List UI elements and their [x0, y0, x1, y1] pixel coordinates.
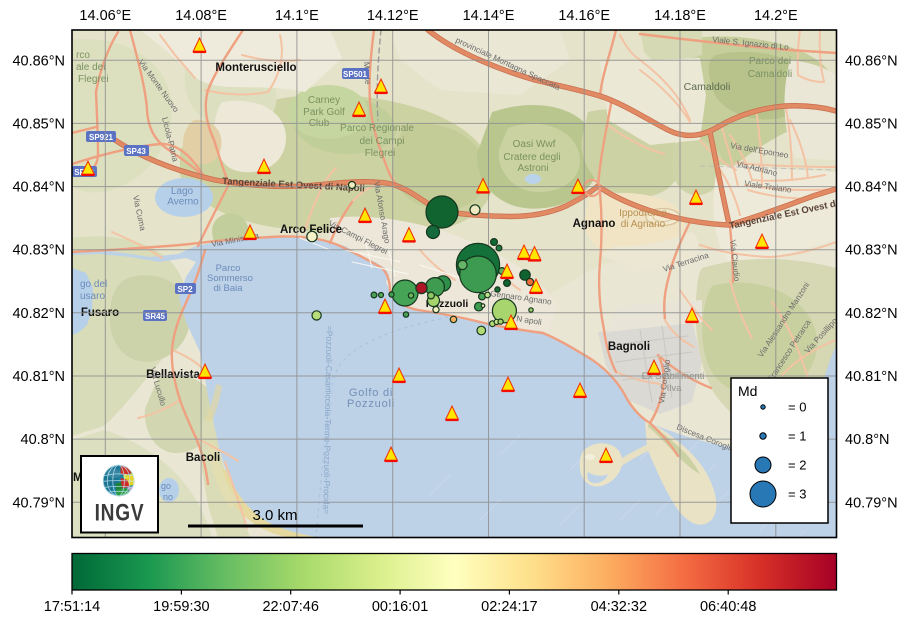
- svg-text:14.14°E: 14.14°E: [463, 8, 515, 24]
- svg-text:Ippodromo: Ippodromo: [619, 208, 667, 219]
- svg-text:M: M: [73, 472, 83, 484]
- svg-text:Bagnoli: Bagnoli: [608, 341, 650, 353]
- svg-text:Pozzuoli: Pozzuoli: [347, 398, 395, 410]
- svg-text:14.12°E: 14.12°E: [367, 8, 419, 24]
- svg-text:3.0 km: 3.0 km: [252, 507, 297, 524]
- svg-text:14.06°E: 14.06°E: [79, 8, 131, 24]
- svg-text:Ilva: Ilva: [667, 383, 683, 394]
- svg-text:Parco dei: Parco dei: [749, 56, 791, 67]
- svg-text:40.85°N: 40.85°N: [845, 116, 898, 132]
- svg-text:= 1: = 1: [788, 429, 806, 444]
- svg-text:02:24:17: 02:24:17: [481, 599, 537, 615]
- svg-text:40.79°N: 40.79°N: [12, 495, 65, 511]
- svg-text:= 0: = 0: [788, 400, 806, 415]
- svg-text:Flegrei: Flegrei: [78, 74, 109, 85]
- svg-text:no: no: [163, 492, 173, 502]
- svg-text:Oasi Wwf: Oasi Wwf: [513, 139, 556, 150]
- svg-text:usaro: usaro: [80, 291, 105, 302]
- svg-text:go del: go del: [80, 279, 107, 290]
- svg-text:40.84°N: 40.84°N: [845, 180, 898, 196]
- svg-text:14.2°E: 14.2°E: [754, 8, 798, 24]
- svg-text:40.8°N: 40.8°N: [21, 432, 66, 448]
- svg-text:17:51:14: 17:51:14: [44, 599, 100, 615]
- svg-text:00:16:01: 00:16:01: [372, 599, 428, 615]
- svg-text:Golfo di: Golfo di: [349, 387, 393, 399]
- svg-text:Camaldoli: Camaldoli: [748, 69, 792, 80]
- svg-text:40.83°N: 40.83°N: [12, 243, 65, 259]
- svg-text:Astroni: Astroni: [517, 163, 548, 174]
- svg-text:40.79°N: 40.79°N: [845, 495, 898, 511]
- svg-text:19:59:30: 19:59:30: [153, 599, 209, 615]
- svg-text:Flegrei: Flegrei: [365, 148, 396, 159]
- svg-text:06:40:48: 06:40:48: [700, 599, 756, 615]
- svg-text:14.18°E: 14.18°E: [654, 8, 706, 24]
- svg-text:di Agnano: di Agnano: [621, 219, 666, 230]
- svg-text:14.08°E: 14.08°E: [175, 8, 227, 24]
- svg-text:Agnano: Agnano: [573, 218, 616, 230]
- svg-text:SR45: SR45: [145, 312, 166, 321]
- svg-text:Bellavista: Bellavista: [146, 369, 200, 381]
- svg-text:40.83°N: 40.83°N: [845, 243, 898, 259]
- svg-text:Arco Felice: Arco Felice: [280, 224, 342, 236]
- svg-text:40.84°N: 40.84°N: [12, 180, 65, 196]
- svg-text:dei Campi: dei Campi: [359, 136, 404, 147]
- svg-text:40.81°N: 40.81°N: [845, 369, 898, 385]
- svg-text:SP921: SP921: [89, 133, 114, 142]
- svg-text:Monterusciello: Monterusciello: [215, 62, 296, 74]
- svg-text:Camaldoli: Camaldoli: [684, 81, 731, 93]
- svg-text:40.86°N: 40.86°N: [12, 53, 65, 69]
- svg-text:40.82°N: 40.82°N: [12, 306, 65, 322]
- svg-text:40.85°N: 40.85°N: [12, 116, 65, 132]
- svg-text:ale dei: ale dei: [76, 62, 105, 73]
- svg-text:40.82°N: 40.82°N: [845, 306, 898, 322]
- svg-text:Park Golf: Park Golf: [303, 107, 345, 118]
- svg-text:40.8°N: 40.8°N: [845, 432, 890, 448]
- svg-text:= 3: = 3: [788, 487, 806, 502]
- svg-text:Md: Md: [738, 383, 757, 399]
- svg-text:go: go: [161, 481, 171, 491]
- svg-text:INGV: INGV: [95, 498, 145, 526]
- svg-text:=Pozzuoli-Casamicciola-Terme-P: =Pozzuoli-Casamicciola-Terme-Pozzuoli-Pr…: [321, 326, 334, 515]
- svg-text:N apoli: N apoli: [516, 314, 543, 327]
- svg-text:Parco: Parco: [216, 263, 241, 274]
- svg-text:Carney: Carney: [308, 95, 340, 106]
- svg-text:Bacoli: Bacoli: [186, 452, 221, 464]
- svg-text:SP2: SP2: [177, 285, 193, 294]
- svg-text:Lago: Lago: [171, 186, 194, 197]
- svg-text:22:07:46: 22:07:46: [262, 599, 318, 615]
- svg-text:04:32:32: 04:32:32: [591, 599, 647, 615]
- svg-text:Sommerso: Sommerso: [207, 273, 253, 284]
- svg-text:40.81°N: 40.81°N: [12, 369, 65, 385]
- svg-text:14.1°E: 14.1°E: [275, 8, 319, 24]
- svg-text:SP43: SP43: [126, 147, 146, 156]
- svg-text:SP501: SP501: [343, 70, 368, 79]
- svg-text:= 2: = 2: [788, 458, 806, 473]
- svg-text:di Baia: di Baia: [213, 283, 243, 294]
- svg-text:rco: rco: [76, 50, 90, 61]
- svg-text:Averno: Averno: [167, 197, 199, 208]
- svg-text:40.86°N: 40.86°N: [845, 53, 898, 69]
- svg-text:Cratere degli: Cratere degli: [503, 152, 560, 163]
- svg-text:14.16°E: 14.16°E: [558, 8, 610, 24]
- svg-text:Parco Regionale: Parco Regionale: [340, 123, 414, 134]
